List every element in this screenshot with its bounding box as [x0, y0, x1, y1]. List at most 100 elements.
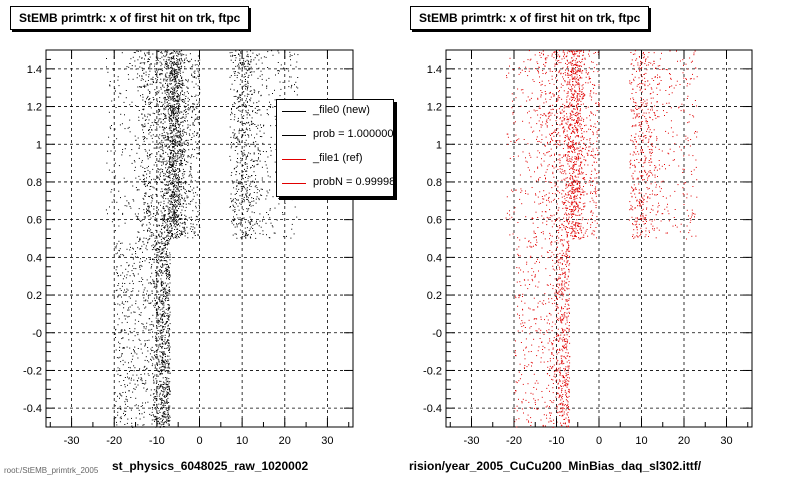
left-data-point — [252, 141, 254, 143]
left-data-point — [146, 212, 148, 214]
left-data-point — [175, 117, 177, 119]
left-data-point — [182, 94, 183, 95]
left-data-point — [173, 210, 175, 211]
left-data-point — [239, 141, 241, 143]
left-data-point — [170, 109, 172, 111]
left-data-point — [164, 128, 166, 130]
left-data-point — [167, 101, 168, 103]
left-data-point — [128, 202, 130, 204]
left-data-point — [267, 214, 269, 216]
left-data-point — [237, 162, 239, 164]
left-data-point — [156, 181, 158, 183]
left-data-point — [178, 80, 180, 82]
left-data-point — [181, 163, 183, 164]
left-data-point — [172, 97, 174, 99]
right-data-point — [567, 308, 569, 310]
right-data-point — [561, 280, 563, 282]
left-data-point — [159, 146, 161, 148]
left-data-point — [133, 268, 135, 269]
left-data-point — [170, 156, 172, 158]
left-data-point — [151, 205, 152, 207]
left-data-point — [162, 119, 164, 121]
left-data-point — [253, 198, 254, 199]
left-data-point — [161, 332, 163, 334]
right-data-point — [557, 279, 559, 280]
left-data-point — [198, 221, 199, 223]
left-data-point — [183, 102, 185, 103]
left-data-point — [157, 274, 159, 276]
left-data-point — [155, 275, 157, 277]
left-data-point — [156, 212, 158, 214]
left-data-point — [270, 125, 272, 127]
left-data-point — [169, 391, 171, 393]
left-data-point — [237, 71, 239, 73]
left-data-point — [169, 256, 171, 258]
left-data-point — [154, 306, 156, 308]
left-data-point — [175, 178, 177, 180]
left-data-point — [174, 203, 176, 205]
left-data-point — [151, 129, 153, 131]
left-data-point — [165, 254, 167, 256]
left-data-point — [175, 63, 177, 65]
right-data-point — [528, 421, 530, 423]
left-data-point — [160, 290, 162, 292]
left-data-point — [245, 128, 247, 130]
left-data-point — [168, 362, 170, 364]
left-data-point — [152, 79, 154, 80]
left-data-point — [141, 426, 143, 428]
left-data-point — [243, 152, 245, 154]
left-data-point — [161, 196, 163, 198]
left-data-point — [172, 168, 174, 170]
left-data-point — [181, 209, 183, 211]
left-data-point — [162, 400, 164, 402]
left-data-point — [139, 368, 141, 370]
right-data-point — [567, 260, 569, 262]
left-data-point — [120, 361, 122, 363]
left-data-point — [167, 412, 169, 414]
left-data-point — [147, 241, 149, 243]
left-data-point — [160, 356, 162, 358]
left-data-point — [274, 161, 276, 163]
left-data-point — [248, 143, 250, 145]
left-data-point — [168, 209, 170, 211]
left-data-point — [184, 100, 186, 102]
left-data-point — [144, 287, 146, 289]
left-data-point — [174, 213, 176, 215]
left-data-point — [142, 99, 144, 101]
left-data-point — [255, 237, 257, 239]
left-data-point — [250, 120, 252, 122]
left-data-point — [112, 144, 114, 146]
left-data-point — [160, 253, 162, 255]
left-data-point — [164, 405, 166, 406]
left-data-point — [249, 203, 251, 205]
left-data-point — [171, 73, 173, 75]
left-data-point — [145, 192, 147, 194]
left-data-point — [260, 114, 262, 116]
right-data-point — [556, 269, 558, 271]
right-data-point — [528, 240, 530, 242]
right-data-point — [542, 352, 544, 354]
left-data-point — [170, 226, 172, 228]
left-data-point — [143, 369, 145, 371]
left-data-point — [263, 216, 264, 218]
left-data-point — [166, 419, 168, 421]
left-data-point — [173, 115, 175, 117]
left-data-point — [163, 364, 165, 366]
left-data-point — [142, 94, 144, 96]
right-data-point — [515, 419, 517, 421]
left-data-point — [171, 67, 173, 69]
left-data-point — [166, 235, 167, 237]
left-data-point — [194, 72, 196, 74]
left-data-point — [141, 77, 143, 79]
left-data-point — [165, 322, 167, 324]
right-data-point — [536, 355, 538, 357]
left-data-point — [195, 207, 197, 209]
left-data-point — [242, 109, 244, 111]
left-data-point — [149, 156, 151, 158]
left-data-point — [266, 195, 268, 197]
left-data-point — [185, 79, 187, 81]
left-data-point — [138, 409, 140, 411]
left-data-point — [253, 165, 255, 167]
left-data-point — [158, 422, 160, 424]
left-data-point — [164, 210, 166, 211]
